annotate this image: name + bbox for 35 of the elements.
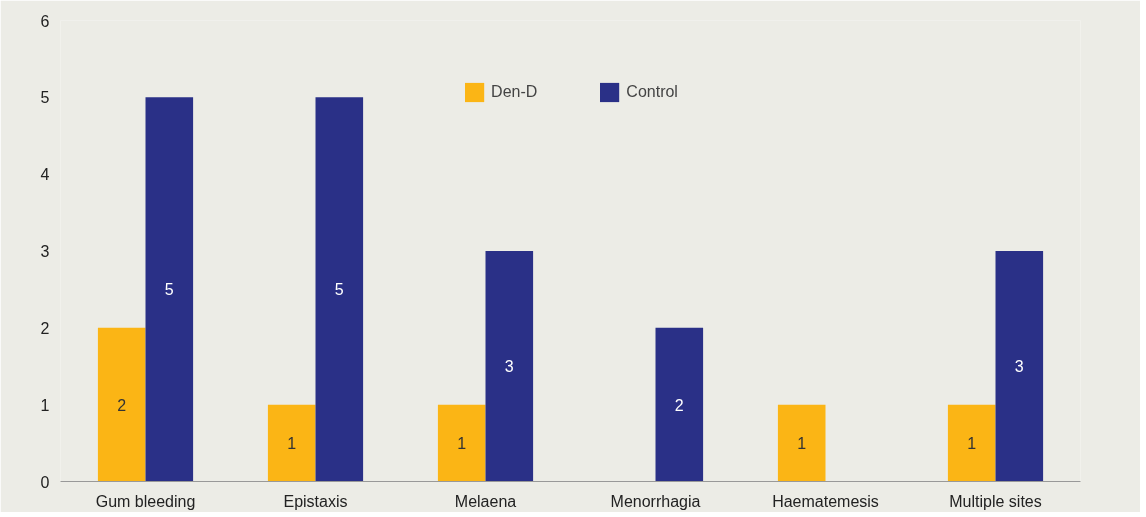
y-tick-label: 4 xyxy=(40,166,50,184)
data-label: 1 xyxy=(457,435,467,453)
x-tick-label: Melaena xyxy=(454,492,517,510)
bar xyxy=(777,404,826,482)
data-label: 1 xyxy=(967,435,977,453)
y-tick-label: 2 xyxy=(40,319,50,337)
legend-label: Control xyxy=(626,83,678,101)
data-label: 5 xyxy=(334,281,344,299)
x-tick-label: Gum bleeding xyxy=(95,492,196,510)
y-tick-label: 3 xyxy=(40,243,50,260)
x-tick-label: Menorrhagia xyxy=(610,492,701,510)
y-tick-label: 5 xyxy=(40,89,50,107)
x-tick-label: Multiple sites xyxy=(949,492,1042,510)
bar xyxy=(655,327,704,482)
bar xyxy=(437,404,486,482)
bar xyxy=(995,251,1044,482)
data-label: 1 xyxy=(287,435,297,453)
data-label: 3 xyxy=(1014,358,1024,376)
y-tick-label: 0 xyxy=(40,473,50,491)
data-label: 1 xyxy=(797,435,807,453)
bar xyxy=(267,404,316,482)
bar xyxy=(485,251,534,482)
data-label: 2 xyxy=(117,396,127,414)
data-label: 3 xyxy=(504,358,514,376)
bar xyxy=(97,327,146,482)
data-label: 2 xyxy=(674,396,684,414)
bar xyxy=(145,97,194,482)
legend-label: Den-D xyxy=(491,83,538,101)
bar xyxy=(315,97,364,482)
y-tick-label: 6 xyxy=(40,12,50,30)
x-tick-label: Epistaxis xyxy=(283,492,348,510)
y-tick-label: 1 xyxy=(40,396,50,414)
data-label: 5 xyxy=(164,281,174,299)
bar xyxy=(947,404,996,482)
x-tick-label: Haematemesis xyxy=(772,492,879,510)
